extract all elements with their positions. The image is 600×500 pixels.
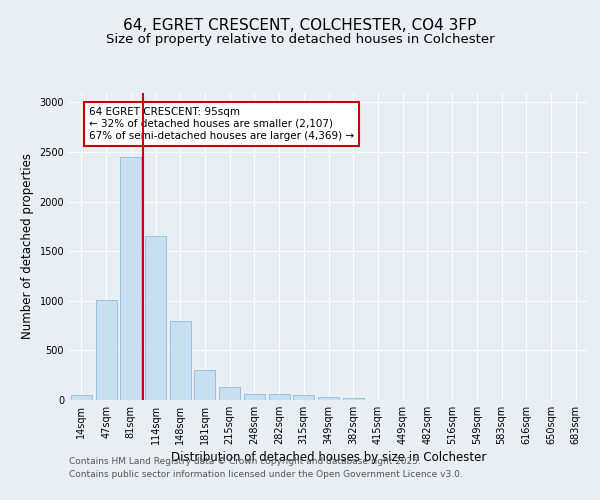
Y-axis label: Number of detached properties: Number of detached properties — [21, 153, 34, 339]
Bar — [318, 397, 339, 400]
Text: Contains HM Land Registry data © Crown copyright and database right 2025.: Contains HM Land Registry data © Crown c… — [69, 458, 421, 466]
Bar — [95, 300, 116, 400]
Bar — [170, 320, 191, 400]
Bar — [71, 395, 92, 400]
X-axis label: Distribution of detached houses by size in Colchester: Distribution of detached houses by size … — [171, 451, 486, 464]
Bar — [343, 398, 364, 400]
Bar — [194, 370, 215, 400]
Text: 64 EGRET CRESCENT: 95sqm
← 32% of detached houses are smaller (2,107)
67% of sem: 64 EGRET CRESCENT: 95sqm ← 32% of detach… — [89, 108, 354, 140]
Text: Contains public sector information licensed under the Open Government Licence v3: Contains public sector information licen… — [69, 470, 463, 479]
Text: Size of property relative to detached houses in Colchester: Size of property relative to detached ho… — [106, 32, 494, 46]
Bar — [145, 236, 166, 400]
Bar — [293, 395, 314, 400]
Bar — [120, 157, 141, 400]
Bar — [244, 394, 265, 400]
Text: 64, EGRET CRESCENT, COLCHESTER, CO4 3FP: 64, EGRET CRESCENT, COLCHESTER, CO4 3FP — [124, 18, 476, 32]
Bar — [269, 394, 290, 400]
Bar — [219, 387, 240, 400]
